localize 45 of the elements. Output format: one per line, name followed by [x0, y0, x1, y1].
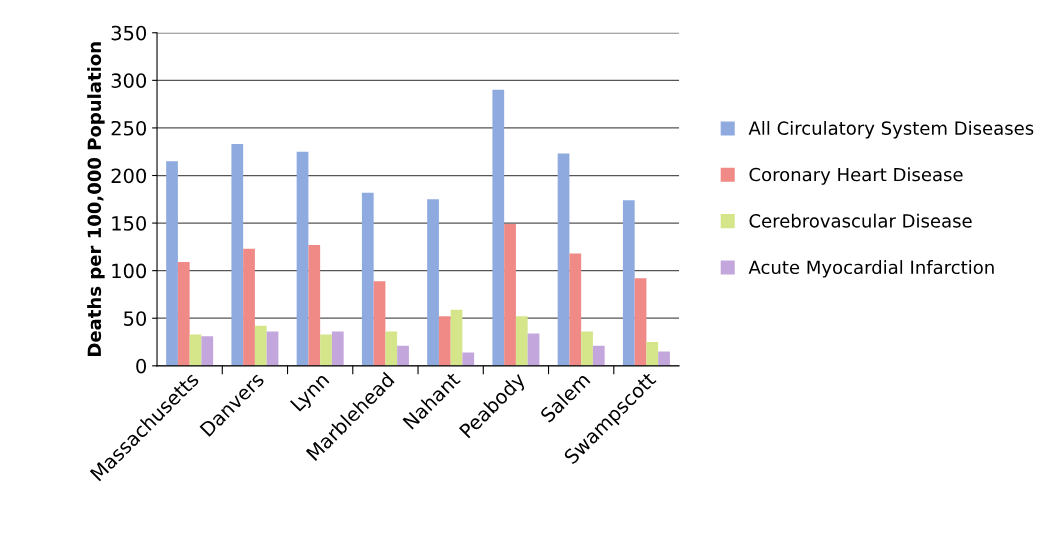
bar — [504, 224, 516, 366]
y-tick-label: 200 — [111, 168, 147, 184]
bar — [622, 200, 635, 366]
legend-label: All Circulatory System Diseases — [748, 121, 1034, 139]
bar — [231, 144, 244, 366]
legend-label: Acute Myocardial Infarction — [748, 260, 994, 278]
legend-label: Cerebrovascular Disease — [749, 213, 972, 228]
bar — [658, 351, 670, 366]
y-tick-label: 0 — [136, 358, 147, 374]
bar — [492, 89, 505, 366]
bar — [331, 331, 344, 366]
bar — [450, 309, 463, 366]
bar — [166, 161, 178, 366]
bar — [254, 325, 267, 366]
bar — [373, 281, 386, 366]
bar — [308, 244, 321, 366]
bar — [189, 334, 202, 366]
bar — [361, 192, 374, 366]
y-tick-label: 150 — [112, 216, 147, 231]
bar — [634, 278, 647, 366]
y-tick-label: 50 — [124, 311, 147, 326]
bar — [646, 342, 659, 366]
bar — [592, 345, 605, 366]
bar — [427, 199, 439, 366]
bar — [581, 331, 593, 366]
y-tick-label: 300 — [111, 73, 147, 88]
legend-label: Coronary Heart Disease — [749, 167, 963, 185]
bar — [385, 331, 398, 366]
bar — [320, 334, 332, 366]
y-tick-label: 250 — [111, 120, 147, 136]
y-axis-title: Deaths per 100,000 Population — [87, 42, 105, 356]
bar — [515, 316, 528, 366]
bar — [557, 153, 570, 366]
bar — [243, 248, 255, 366]
y-tick-label: 350 — [111, 25, 147, 41]
bar — [266, 331, 279, 366]
bar — [296, 151, 309, 366]
bar — [397, 345, 409, 366]
bar — [201, 336, 214, 366]
bar — [527, 333, 540, 366]
y-tick-label: 100 — [112, 263, 147, 279]
bar — [177, 262, 190, 366]
bar — [569, 253, 582, 366]
bar — [462, 352, 475, 366]
bar — [438, 316, 451, 366]
